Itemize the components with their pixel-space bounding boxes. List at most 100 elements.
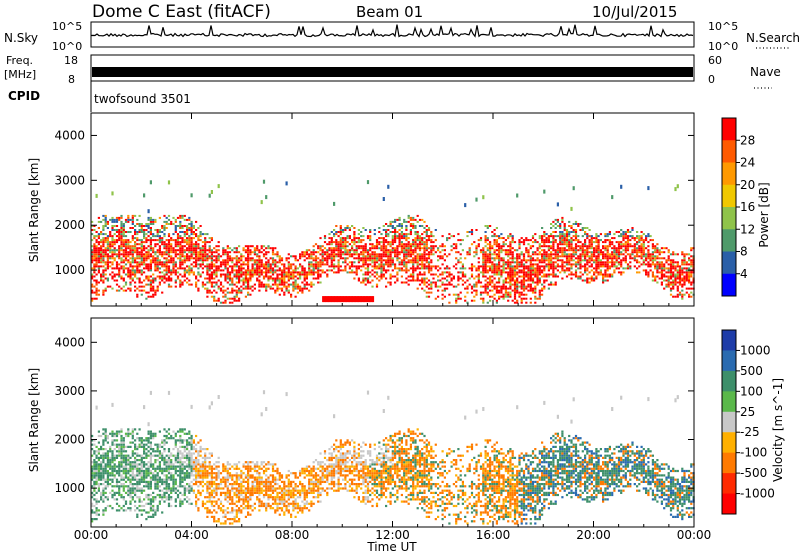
- power-cell: [437, 295, 440, 298]
- power-cell: [638, 249, 641, 252]
- power-cell: [418, 245, 422, 248]
- power-cell: [240, 269, 243, 272]
- power-cell: [572, 239, 575, 242]
- power-cell: [584, 251, 587, 254]
- power-cell: [423, 251, 426, 254]
- power-cell: [152, 293, 155, 296]
- power-cell: [491, 265, 494, 268]
- power-cell: [613, 249, 616, 252]
- power-cell: [489, 299, 492, 302]
- power-cell: [238, 275, 241, 278]
- power-cell: [437, 259, 440, 262]
- power-cell: [688, 271, 691, 274]
- power-cell: [498, 249, 501, 252]
- power-cell: [439, 257, 442, 260]
- power-cell: [238, 279, 241, 282]
- power-cell: [326, 243, 329, 246]
- power-cell: [452, 285, 455, 288]
- power-cell: [344, 247, 347, 250]
- power-cell: [124, 267, 128, 270]
- power-cell: [398, 216, 401, 219]
- power-cell: [511, 251, 514, 254]
- power-cell: [477, 243, 480, 246]
- power-cell: [247, 253, 250, 256]
- power-cell: [622, 239, 625, 242]
- power-cell: [516, 253, 519, 256]
- power-cell: [226, 271, 229, 274]
- power-cell: [443, 283, 446, 286]
- power-cell: [240, 257, 243, 260]
- power-cell: [204, 233, 207, 236]
- power-cell: [260, 273, 263, 276]
- power-cell: [109, 249, 112, 252]
- power-cell: [405, 249, 408, 252]
- velocity-cell: [95, 445, 98, 448]
- power-cell: [543, 275, 546, 278]
- power-cell: [579, 245, 582, 248]
- power-cell: [543, 265, 546, 268]
- power-cell: [140, 225, 143, 227]
- power-cell: [215, 281, 218, 284]
- power-cell: [396, 253, 399, 256]
- power-cell: [247, 245, 250, 248]
- power-cell: [204, 283, 207, 286]
- power-cell: [118, 247, 121, 250]
- power-cell: [326, 255, 329, 258]
- power-cell: [188, 235, 191, 238]
- power-cell: [158, 245, 161, 248]
- power-cell: [656, 249, 659, 252]
- power-cell: [371, 285, 374, 288]
- power-cell: [244, 275, 247, 278]
- power-cell: [663, 265, 666, 268]
- power-cell: [681, 261, 684, 264]
- power-cell: [156, 255, 159, 258]
- power-cell: [513, 301, 517, 304]
- power-cell: [308, 273, 311, 276]
- power-cell: [364, 271, 367, 274]
- power-cell: [140, 247, 143, 250]
- power-cell: [491, 245, 494, 248]
- power-cell: [240, 289, 243, 292]
- power-cell: [138, 253, 141, 256]
- power-colorbar-swatch: [722, 229, 736, 252]
- power-cell: [167, 265, 171, 268]
- power-cell: [174, 285, 177, 288]
- power-cell: [188, 223, 191, 225]
- velocity-cell: [122, 465, 125, 468]
- power-cell: [683, 253, 686, 256]
- power-cell: [100, 253, 103, 256]
- velocity-cell: [120, 485, 123, 488]
- power-cell: [502, 257, 505, 260]
- power-cell: [407, 233, 410, 236]
- power-cell: [681, 263, 684, 266]
- power-cell: [457, 233, 460, 236]
- power-cell: [181, 249, 184, 252]
- power-cell: [113, 220, 116, 223]
- power-cell: [638, 245, 641, 248]
- power-cell: [484, 237, 487, 240]
- power-cell: [362, 273, 365, 276]
- power-cell: [299, 273, 302, 276]
- power-cell: [461, 263, 464, 266]
- power-cell: [97, 227, 100, 229]
- power-cell: [348, 251, 351, 254]
- power-cell: [547, 267, 550, 270]
- power-cell: [427, 267, 431, 270]
- power-cell: [491, 267, 494, 270]
- power-cell: [617, 255, 621, 258]
- power-cell: [683, 259, 686, 262]
- power-cell: [654, 267, 657, 270]
- power-cell: [190, 255, 193, 258]
- power-cell: [484, 255, 487, 258]
- power-cell: [602, 263, 605, 266]
- power-cell: [676, 275, 679, 278]
- power-cell: [513, 283, 517, 286]
- power-cell: [574, 275, 578, 278]
- power-cell: [477, 261, 480, 264]
- power-cell: [511, 299, 514, 302]
- power-cell: [599, 239, 602, 242]
- power-cell: [640, 247, 643, 250]
- power-cell: [443, 277, 446, 280]
- power-cell: [360, 251, 363, 254]
- power-cell: [389, 253, 392, 256]
